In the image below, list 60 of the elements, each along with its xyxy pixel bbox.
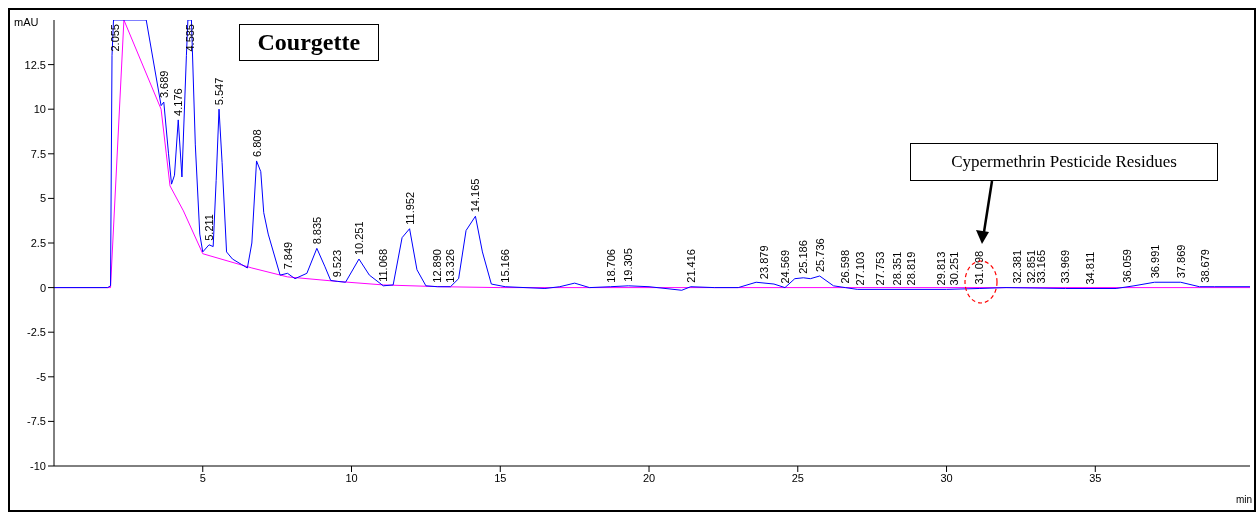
x-axis-title: min bbox=[1235, 494, 1252, 505]
chart-title: Courgette bbox=[238, 24, 380, 61]
annotation: 37.869 bbox=[1174, 244, 1187, 279]
annotation: 36.991 bbox=[1148, 244, 1161, 279]
y-tick-label: 7.5 bbox=[30, 147, 46, 160]
annotation: 18.706 bbox=[604, 249, 617, 283]
annotation: Cypermethrin Pesticide Residues bbox=[910, 143, 1218, 181]
annotation: 6.808 bbox=[250, 129, 263, 157]
annotation: 12.890 bbox=[431, 249, 444, 283]
annotation: 30.251 bbox=[948, 251, 960, 286]
annotation: 36.059 bbox=[1120, 249, 1133, 283]
annotation: 25.186 bbox=[797, 240, 810, 274]
y-tick-label: -10 bbox=[30, 459, 46, 472]
annotation: 38.679 bbox=[1198, 249, 1211, 283]
y-tick-label: -2.5 bbox=[27, 326, 46, 339]
annotation: 19.305 bbox=[622, 248, 635, 282]
annotation: 28.819 bbox=[905, 251, 918, 286]
annotation: 25.736 bbox=[813, 238, 826, 272]
x-tick-label: 5 bbox=[199, 471, 206, 484]
annotation: 23.879 bbox=[758, 245, 771, 280]
annotation: 24.569 bbox=[778, 249, 791, 284]
annotation: 13.326 bbox=[444, 249, 457, 283]
annotation: 33.969 bbox=[1058, 249, 1071, 284]
annotation: 15.166 bbox=[499, 249, 512, 283]
annotation: 9.523 bbox=[331, 249, 344, 278]
annotation: 2.055 bbox=[109, 24, 122, 52]
annotation: 11.952 bbox=[403, 191, 416, 225]
annotation: 27.753 bbox=[873, 251, 886, 286]
annotation: 4.176 bbox=[172, 88, 185, 116]
annotation: 8.835 bbox=[310, 216, 323, 245]
x-tick-label: 30 bbox=[940, 471, 953, 484]
annotation: 4.585 bbox=[184, 24, 197, 52]
annotation: 11.068 bbox=[377, 248, 390, 282]
y-tick-label: 10 bbox=[33, 103, 46, 116]
y-tick-label: 2.5 bbox=[30, 236, 46, 249]
x-tick-label: 35 bbox=[1089, 471, 1102, 484]
annotation: 10.251 bbox=[352, 221, 365, 256]
annotation: 5.211 bbox=[203, 214, 216, 241]
annotation: 3.689 bbox=[157, 70, 170, 99]
annotation: 27.103 bbox=[854, 251, 867, 286]
annotation: 21.416 bbox=[685, 249, 698, 283]
annotation: 14.165 bbox=[469, 178, 482, 213]
x-tick-label: 10 bbox=[345, 471, 358, 484]
annotation: 7.849 bbox=[281, 241, 294, 270]
y-tick-label: 5 bbox=[39, 192, 46, 205]
annotation: 5.547 bbox=[213, 77, 226, 106]
x-tick-label: 20 bbox=[642, 471, 656, 484]
annotation: 32.381 bbox=[1011, 249, 1024, 284]
x-tick-label: 15 bbox=[494, 471, 507, 484]
y-axis-title: mAU bbox=[14, 16, 39, 28]
y-tick-label: -5 bbox=[36, 370, 46, 383]
y-tick-label: 12.5 bbox=[24, 58, 46, 71]
annotation: 29.813 bbox=[934, 251, 947, 286]
x-tick-label: 25 bbox=[791, 471, 804, 484]
y-tick-label: 0 bbox=[39, 281, 46, 294]
annotation: 28.351 bbox=[891, 251, 904, 286]
annotation: 34.811 bbox=[1083, 251, 1096, 285]
annotation: 31.098 bbox=[973, 250, 986, 285]
y-tick-label: -7.5 bbox=[27, 415, 46, 428]
annotation: 26.598 bbox=[839, 249, 852, 284]
